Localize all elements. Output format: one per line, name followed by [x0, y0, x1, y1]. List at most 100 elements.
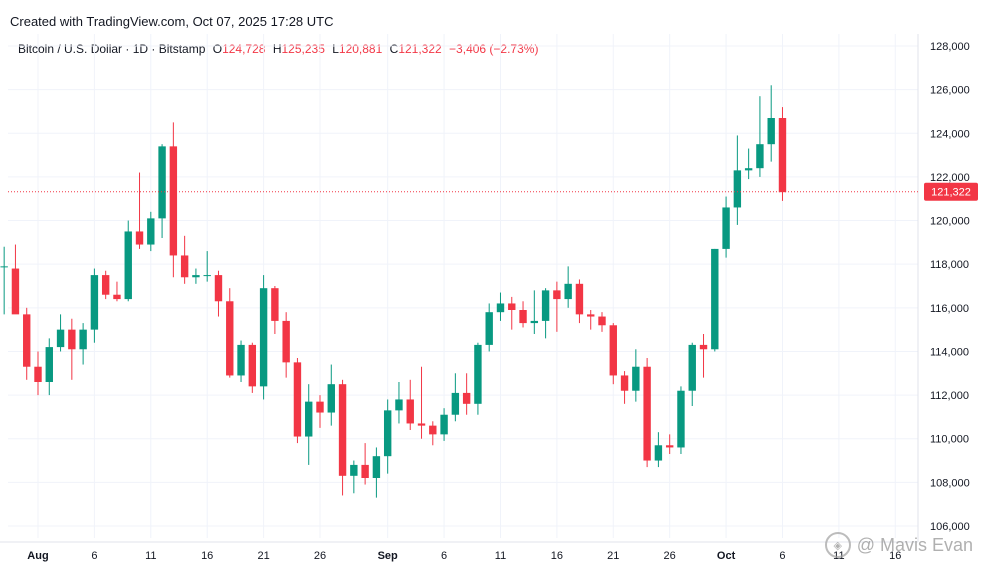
candle[interactable] — [429, 421, 437, 446]
candle[interactable] — [722, 196, 730, 258]
candle[interactable] — [587, 310, 595, 330]
candle[interactable] — [34, 351, 42, 396]
candle[interactable] — [180, 235, 189, 284]
candle[interactable] — [496, 292, 505, 321]
candle[interactable] — [733, 135, 742, 225]
x-tick-label: 21 — [257, 550, 269, 562]
candle[interactable] — [45, 338, 53, 396]
candle[interactable] — [293, 358, 302, 444]
candle[interactable] — [259, 275, 268, 400]
candle[interactable] — [643, 358, 651, 468]
candle[interactable] — [383, 399, 392, 474]
candle[interactable] — [248, 342, 257, 393]
candle[interactable] — [485, 303, 493, 352]
y-tick-label: 120,000 — [930, 216, 970, 228]
candle[interactable] — [406, 379, 414, 430]
candle[interactable] — [0, 246, 8, 315]
candle[interactable] — [23, 307, 31, 380]
candle[interactable] — [214, 270, 223, 317]
candle[interactable] — [744, 148, 753, 180]
candle[interactable] — [462, 373, 471, 415]
candle[interactable] — [451, 373, 460, 422]
candle-body — [372, 456, 381, 478]
candle-body — [203, 275, 211, 277]
x-tick-label: 16 — [201, 550, 213, 562]
candle[interactable] — [316, 395, 324, 428]
candle[interactable] — [271, 286, 279, 334]
candle[interactable] — [158, 144, 166, 238]
candle[interactable] — [68, 318, 76, 380]
candle[interactable] — [598, 312, 606, 332]
candle-body — [350, 464, 358, 476]
candle[interactable] — [609, 323, 617, 385]
y-tick-label: 108,000 — [930, 477, 970, 489]
candle[interactable] — [56, 314, 65, 352]
candle[interactable] — [564, 266, 572, 308]
candle[interactable] — [553, 281, 561, 332]
candle[interactable] — [699, 334, 708, 378]
close-label: C — [389, 42, 399, 56]
high-label: H — [272, 42, 282, 56]
candle[interactable] — [677, 386, 685, 454]
candle-body — [519, 310, 527, 324]
candle-body — [643, 366, 651, 461]
candle[interactable] — [395, 382, 403, 424]
candle[interactable] — [474, 342, 482, 415]
candle[interactable] — [530, 290, 539, 334]
candle[interactable] — [327, 364, 335, 426]
candle[interactable] — [90, 268, 99, 343]
candle[interactable] — [338, 379, 347, 496]
candle[interactable] — [541, 288, 550, 339]
candle-body — [305, 401, 313, 437]
y-tick-label: 118,000 — [930, 259, 969, 271]
candle-body — [316, 401, 324, 413]
candle[interactable] — [372, 447, 381, 498]
candle-body — [778, 118, 787, 193]
candle[interactable] — [654, 432, 663, 468]
candle[interactable] — [124, 220, 132, 302]
candle-body — [485, 312, 493, 345]
candle[interactable] — [350, 460, 358, 494]
candle[interactable] — [440, 408, 448, 441]
candle[interactable] — [203, 251, 211, 282]
candle-body — [282, 320, 290, 363]
candle[interactable] — [113, 281, 121, 302]
candle-body — [158, 146, 166, 219]
candle[interactable] — [756, 96, 764, 177]
candle[interactable] — [711, 248, 719, 352]
candle-body — [632, 366, 640, 391]
candle[interactable] — [519, 301, 527, 328]
candle-body — [124, 231, 132, 300]
candle[interactable] — [665, 434, 674, 454]
candle[interactable] — [79, 323, 87, 365]
candle[interactable] — [282, 312, 290, 378]
candle-body — [23, 314, 31, 367]
candle[interactable] — [147, 211, 155, 252]
candle[interactable] — [11, 244, 20, 315]
candle[interactable] — [169, 122, 178, 278]
candle-body — [462, 392, 471, 404]
candle[interactable] — [767, 85, 775, 162]
x-tick-label: Aug — [27, 550, 48, 562]
candle[interactable] — [688, 342, 696, 406]
candle[interactable] — [226, 288, 234, 378]
candle[interactable] — [508, 296, 516, 330]
candle-body — [598, 316, 606, 326]
candle[interactable] — [778, 107, 787, 201]
candle[interactable] — [192, 268, 200, 284]
candle-body — [45, 347, 53, 382]
candle-body — [530, 320, 539, 324]
candle[interactable] — [620, 371, 629, 404]
candle-body — [68, 329, 76, 350]
candle-body — [620, 375, 629, 391]
candle[interactable] — [305, 384, 313, 465]
candle[interactable] — [632, 349, 640, 402]
candle[interactable] — [575, 279, 584, 324]
candle[interactable] — [101, 270, 110, 300]
candle[interactable] — [417, 366, 426, 439]
candle[interactable] — [135, 172, 144, 249]
candle[interactable] — [361, 443, 369, 485]
candle[interactable] — [237, 340, 245, 382]
candle-body — [756, 144, 764, 169]
